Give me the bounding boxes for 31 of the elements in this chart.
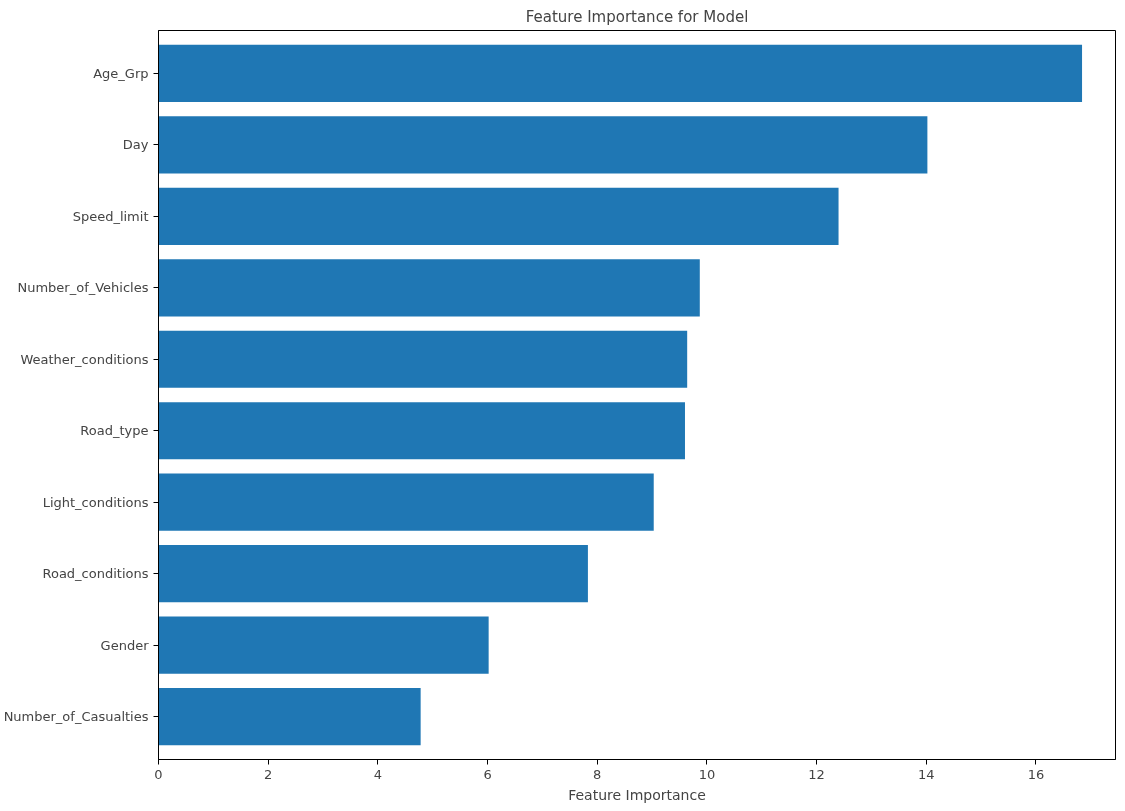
x-tick-label: 6 — [483, 766, 492, 782]
bar — [158, 116, 928, 174]
y-tick-label: Weather_conditions — [20, 351, 149, 367]
bar — [158, 688, 421, 746]
x-tick-label: 12 — [808, 766, 825, 782]
bar — [158, 402, 685, 460]
x-axis-title: Feature Importance — [568, 786, 706, 803]
chart-title: Feature Importance for Model — [525, 7, 749, 26]
y-tick-label: Number_of_Vehicles — [17, 280, 149, 296]
y-tick-label: Road_type — [80, 423, 149, 439]
y-tick-label: Age_Grp — [93, 65, 149, 81]
x-tick-label: 14 — [918, 766, 935, 782]
x-tick-label: 8 — [593, 766, 602, 782]
y-tick-label: Road_conditions — [42, 566, 149, 582]
y-tick-label: Day — [122, 137, 149, 153]
bar — [158, 259, 700, 317]
bar — [158, 545, 588, 603]
bar — [158, 616, 489, 674]
x-tick-label: 2 — [264, 766, 273, 782]
x-tick-label: 4 — [373, 766, 383, 782]
x-tick-label: 10 — [698, 766, 716, 782]
bar — [158, 473, 654, 531]
x-tick-label: 0 — [154, 766, 163, 782]
y-tick-label: Speed_limit — [72, 208, 149, 224]
x-tick-label: 16 — [1027, 766, 1045, 782]
bar — [158, 330, 688, 388]
y-tick-label: Light_conditions — [42, 494, 149, 510]
bar — [158, 44, 1083, 102]
y-tick-label: Number_of_Casualties — [3, 709, 149, 725]
bar — [158, 187, 839, 245]
y-tick-label: Gender — [100, 637, 150, 653]
